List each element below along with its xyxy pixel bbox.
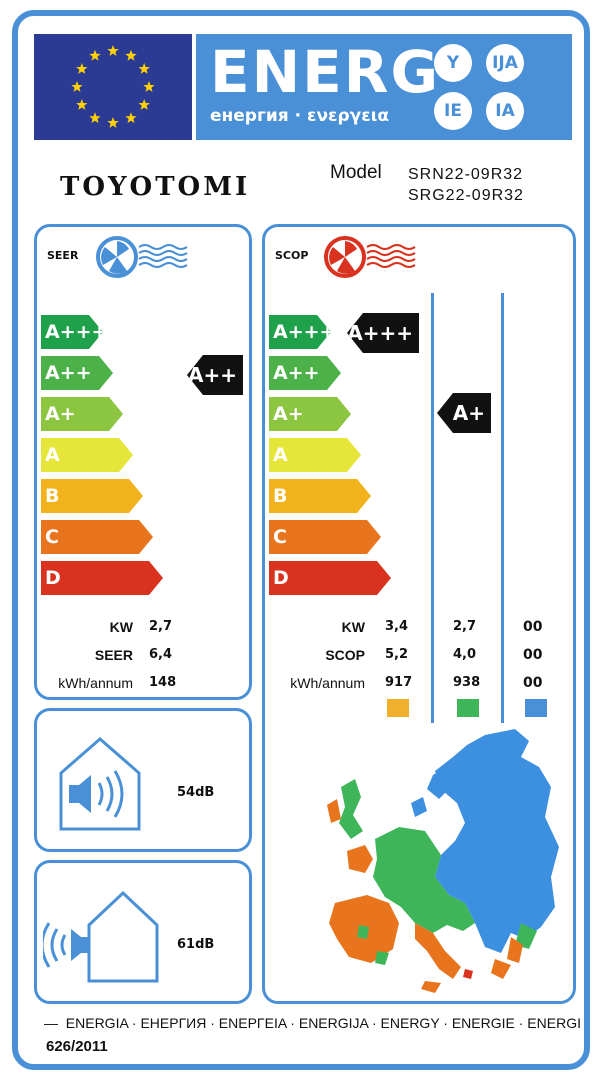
- eu-star-icon: [125, 112, 137, 123]
- scop-class-arrow: C: [269, 520, 381, 554]
- eu-star-icon: [89, 112, 101, 123]
- footer-languages: — ENERGIA · ЕНЕРГИЯ · ΕΝΕΡΓΕΙΑ · ENERGIJ…: [44, 1015, 581, 1031]
- scop-panel: SCOP A+++ A++ A+ A B C D A+++ A+ KW 3,4 2,7 00…: [262, 224, 576, 1004]
- scop-scop-warm: 5,2: [385, 647, 409, 662]
- zone-average-swatch: [457, 699, 479, 717]
- seer-class-arrow: C: [41, 520, 153, 554]
- suffix-badge: IA: [486, 92, 524, 130]
- outdoor-noise-value: 61dB: [177, 937, 215, 952]
- scop-scop-label: SCOP: [325, 647, 365, 663]
- outdoor-noise-panel: 61dB: [34, 860, 252, 1004]
- seer-annual-label: kWh/annum: [58, 675, 133, 691]
- scop-annual-cold: 00: [523, 675, 543, 691]
- indoor-sound-house-icon: [59, 737, 141, 831]
- scop-kw-average: 2,7: [453, 619, 477, 634]
- model-label: Model: [330, 162, 382, 183]
- footer-languages-text: ENERGIA · ЕНЕРГИЯ · ΕΝΕΡΓΕΙΑ · ENERGIJA …: [65, 1015, 581, 1031]
- eu-star-icon: [138, 63, 150, 74]
- scop-rating-marker-average: A+: [437, 393, 491, 433]
- seer-kw-value: 2,7: [149, 619, 173, 634]
- scop-class-arrow: A: [269, 438, 361, 472]
- zone-divider: [501, 293, 504, 723]
- zone-cold-swatch: [525, 699, 547, 717]
- scop-title: SCOP: [275, 249, 309, 262]
- brand-logo: TOYOTOMI: [60, 172, 251, 202]
- eu-flag: [34, 34, 192, 140]
- seer-seer-value: 6,4: [149, 647, 173, 662]
- suffix-badge: IE: [434, 92, 472, 130]
- eu-star-icon: [76, 63, 88, 74]
- seer-seer-label: SEER: [94, 647, 133, 663]
- seer-kw-label: KW: [109, 619, 133, 635]
- heating-fan-icon: [324, 236, 416, 278]
- eu-star-icon: [143, 81, 155, 92]
- scop-annual-label: kWh/annum: [290, 675, 365, 691]
- scop-class-arrow: A+++: [269, 315, 331, 349]
- europe-climate-map: [327, 729, 559, 993]
- seer-annual-value: 148: [149, 675, 177, 690]
- scop-rating-marker-warm: A+++: [347, 313, 419, 353]
- scop-class-arrow: A+: [269, 397, 351, 431]
- indoor-noise-value: 54dB: [177, 785, 215, 800]
- scop-annual-warm: 917: [385, 675, 413, 690]
- eu-star-icon: [76, 99, 88, 110]
- outdoor-sound-house-icon: [43, 890, 159, 983]
- scop-kw-cold: 00: [523, 619, 543, 635]
- seer-panel: SEER A+++ A++ A+ A B C D A++ KW 2,7 SEER 6,4 k…: [34, 224, 252, 700]
- seer-rating-marker: A++: [187, 355, 243, 395]
- zone-warm-swatch: [387, 699, 409, 717]
- seer-title: SEER: [47, 249, 79, 262]
- energy-title: ENERG: [210, 38, 441, 106]
- eu-star-icon: [89, 49, 101, 61]
- model-value: SRN22-09R32: [408, 166, 524, 183]
- indoor-noise-panel: 54dB: [34, 708, 252, 852]
- scop-kw-warm: 3,4: [385, 619, 409, 634]
- scop-scop-average: 4,0: [453, 647, 477, 662]
- seer-class-arrow: A: [41, 438, 133, 472]
- seer-class-arrow: A+++: [41, 315, 103, 349]
- cooling-fan-icon: [96, 236, 188, 278]
- energy-subtitle: енергия · ενεργεια: [210, 106, 389, 126]
- footer-dash: —: [44, 1015, 66, 1031]
- scop-kw-label: KW: [341, 619, 365, 635]
- eu-star-icon: [107, 117, 119, 128]
- energy-header: ENERG енергия · ενεργεια Y IJA IE IA: [196, 34, 572, 140]
- scop-class-arrow: D: [269, 561, 391, 595]
- seer-class-arrow: A+: [41, 397, 123, 431]
- eu-star-icon: [71, 81, 83, 92]
- seer-class-arrow: B: [41, 479, 143, 513]
- zone-divider: [431, 293, 434, 723]
- seer-class-arrow: A++: [41, 356, 113, 390]
- suffix-badge: IJA: [486, 44, 524, 82]
- suffix-badge: Y: [434, 44, 472, 82]
- scop-scop-cold: 00: [523, 647, 543, 663]
- eu-star-icon: [125, 49, 137, 61]
- scop-class-arrow: A++: [269, 356, 341, 390]
- eu-stars-icon: [71, 45, 155, 128]
- eu-star-icon: [107, 45, 119, 56]
- scop-annual-average: 938: [453, 675, 481, 690]
- scop-class-arrow: B: [269, 479, 371, 513]
- regulation-number: 626/2011: [46, 1038, 108, 1055]
- model-value: SRG22-09R32: [408, 187, 524, 204]
- eu-star-icon: [138, 99, 150, 110]
- seer-class-arrow: D: [41, 561, 163, 595]
